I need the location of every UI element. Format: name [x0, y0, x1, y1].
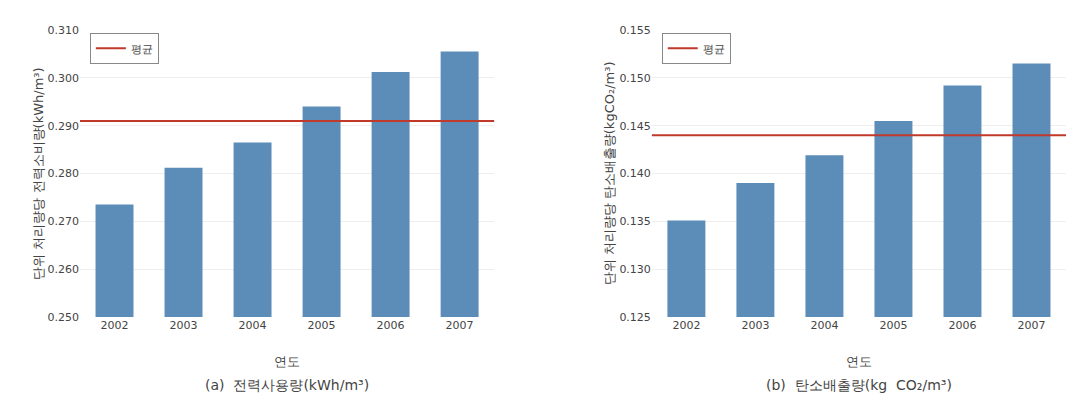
svg-text:0.310: 0.310: [48, 24, 80, 37]
svg-text:0.130: 0.130: [619, 263, 651, 276]
svg-text:연도: 연도: [846, 354, 872, 369]
svg-text:2004: 2004: [810, 319, 838, 332]
svg-text:0.150: 0.150: [619, 72, 651, 85]
svg-text:평균: 평균: [131, 43, 153, 56]
svg-text:2005: 2005: [308, 319, 336, 332]
svg-text:0.125: 0.125: [619, 311, 651, 324]
svg-text:단위 처리량당 전력소비량(kWh/m³): 단위 처리량당 전력소비량(kWh/m³): [31, 67, 46, 279]
svg-text:0.300: 0.300: [48, 72, 80, 85]
svg-text:0.145: 0.145: [619, 120, 651, 133]
svg-text:2005: 2005: [879, 319, 907, 332]
svg-text:단위 처리량당 탄소배출량(kgCO₂/m³): 단위 처리량당 탄소배출량(kgCO₂/m³): [602, 62, 617, 286]
svg-text:2002: 2002: [672, 319, 700, 332]
svg-text:2007: 2007: [1017, 319, 1045, 332]
svg-text:2007: 2007: [446, 319, 474, 332]
svg-text:0.140: 0.140: [619, 167, 651, 180]
svg-text:2006: 2006: [948, 319, 976, 332]
svg-text:(b) 탄소배출량(kg CO₂/m³): (b) 탄소배출량(kg CO₂/m³): [766, 377, 952, 393]
svg-text:평균: 평균: [703, 43, 725, 56]
svg-text:0.250: 0.250: [48, 311, 80, 324]
svg-text:2003: 2003: [741, 319, 769, 332]
svg-text:2006: 2006: [377, 319, 405, 332]
svg-text:2003: 2003: [170, 319, 198, 332]
svg-text:0.290: 0.290: [48, 120, 80, 133]
svg-text:2002: 2002: [101, 319, 129, 332]
svg-text:0.270: 0.270: [48, 215, 80, 228]
svg-text:0.260: 0.260: [48, 263, 80, 276]
svg-text:(a) 전력사용량(kWh/m³): (a) 전력사용량(kWh/m³): [205, 377, 369, 393]
svg-text:연도: 연도: [274, 354, 300, 369]
svg-text:0.135: 0.135: [619, 215, 651, 228]
svg-text:0.155: 0.155: [619, 24, 651, 37]
svg-text:2004: 2004: [239, 319, 267, 332]
svg-text:0.280: 0.280: [48, 167, 80, 180]
